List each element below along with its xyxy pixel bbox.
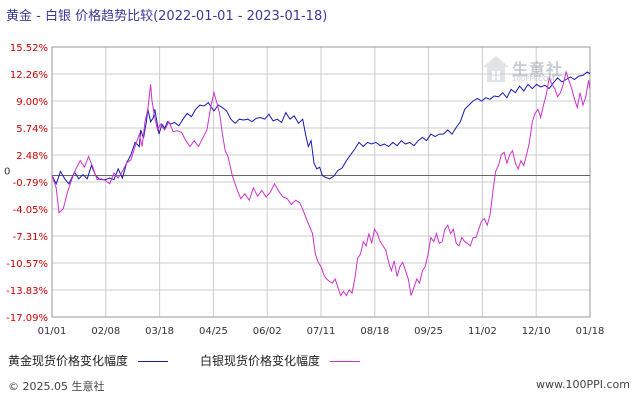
y-tick-label: 5.74% [16, 124, 48, 135]
x-tick-label: 03/18 [145, 326, 174, 337]
legend-silver-swatch [329, 361, 360, 362]
house-icon [483, 56, 509, 82]
x-axis-labels: 01/01 02/08 03/18 04/25 06/02 07/11 08/18 09/25… [38, 326, 605, 337]
y-tick-label: -4.05% [13, 205, 48, 216]
y-zero-label: 0 [4, 167, 10, 178]
footer-website-link[interactable]: www.100PPI.com [536, 378, 630, 391]
x-tick-label: 07/11 [307, 326, 336, 337]
plot-border [51, 46, 591, 318]
watermark-name: 生意社 [512, 60, 564, 79]
watermark-sub: 100PPI.COM [512, 75, 555, 83]
y-tick-label: -7.31% [13, 232, 48, 243]
y-tick-label: 9.00% [16, 97, 48, 108]
x-tick-label: 09/25 [414, 326, 443, 337]
legend-silver: 白银现货价格变化幅度 [200, 352, 360, 369]
legend-silver-label: 白银现货价格变化幅度 [200, 354, 321, 368]
chart-title: 黄金 - 白银 价格趋势比较(2022-01-01 - 2023-01-18) [6, 9, 328, 24]
x-tick-label: 06/02 [253, 326, 282, 337]
x-tick-label: 02/08 [91, 326, 120, 337]
legend-gold-label: 黄金现货价格变化幅度 [8, 354, 129, 368]
x-tick-label: 01/18 [576, 326, 605, 337]
x-tick-label: 08/18 [360, 326, 389, 337]
plot-frame [51, 46, 591, 318]
x-tick-label: 12/10 [522, 326, 551, 337]
footer-copyright: © 2025.05 生意社 [8, 380, 105, 393]
y-axis-labels: 15.52% 12.26% 9.00% 5.74% 2.48% -0.79% -4.05% -… [4, 43, 48, 324]
series-lines [51, 70, 591, 297]
silver-series-line [51, 70, 591, 297]
y-tick-label: -10.57% [6, 259, 48, 270]
y-tick-label: -0.79% [13, 178, 48, 189]
x-tick-label: 01/01 [38, 326, 67, 337]
watermark-logo: 生意社 100PPI.COM [482, 54, 592, 88]
y-tick-label: -13.83% [6, 286, 48, 297]
gold-series-line [51, 71, 591, 186]
y-tick-label: 2.48% [16, 151, 48, 162]
legend-gold-swatch [137, 361, 168, 362]
x-tick-label: 11/02 [468, 326, 497, 337]
x-tick-label: 04/25 [199, 326, 228, 337]
y-tick-label: 15.52% [10, 43, 48, 54]
y-tick-label: 12.26% [10, 70, 48, 81]
y-tick-label: -17.09% [6, 313, 48, 324]
legend-gold: 黄金现货价格变化幅度 [8, 352, 168, 369]
